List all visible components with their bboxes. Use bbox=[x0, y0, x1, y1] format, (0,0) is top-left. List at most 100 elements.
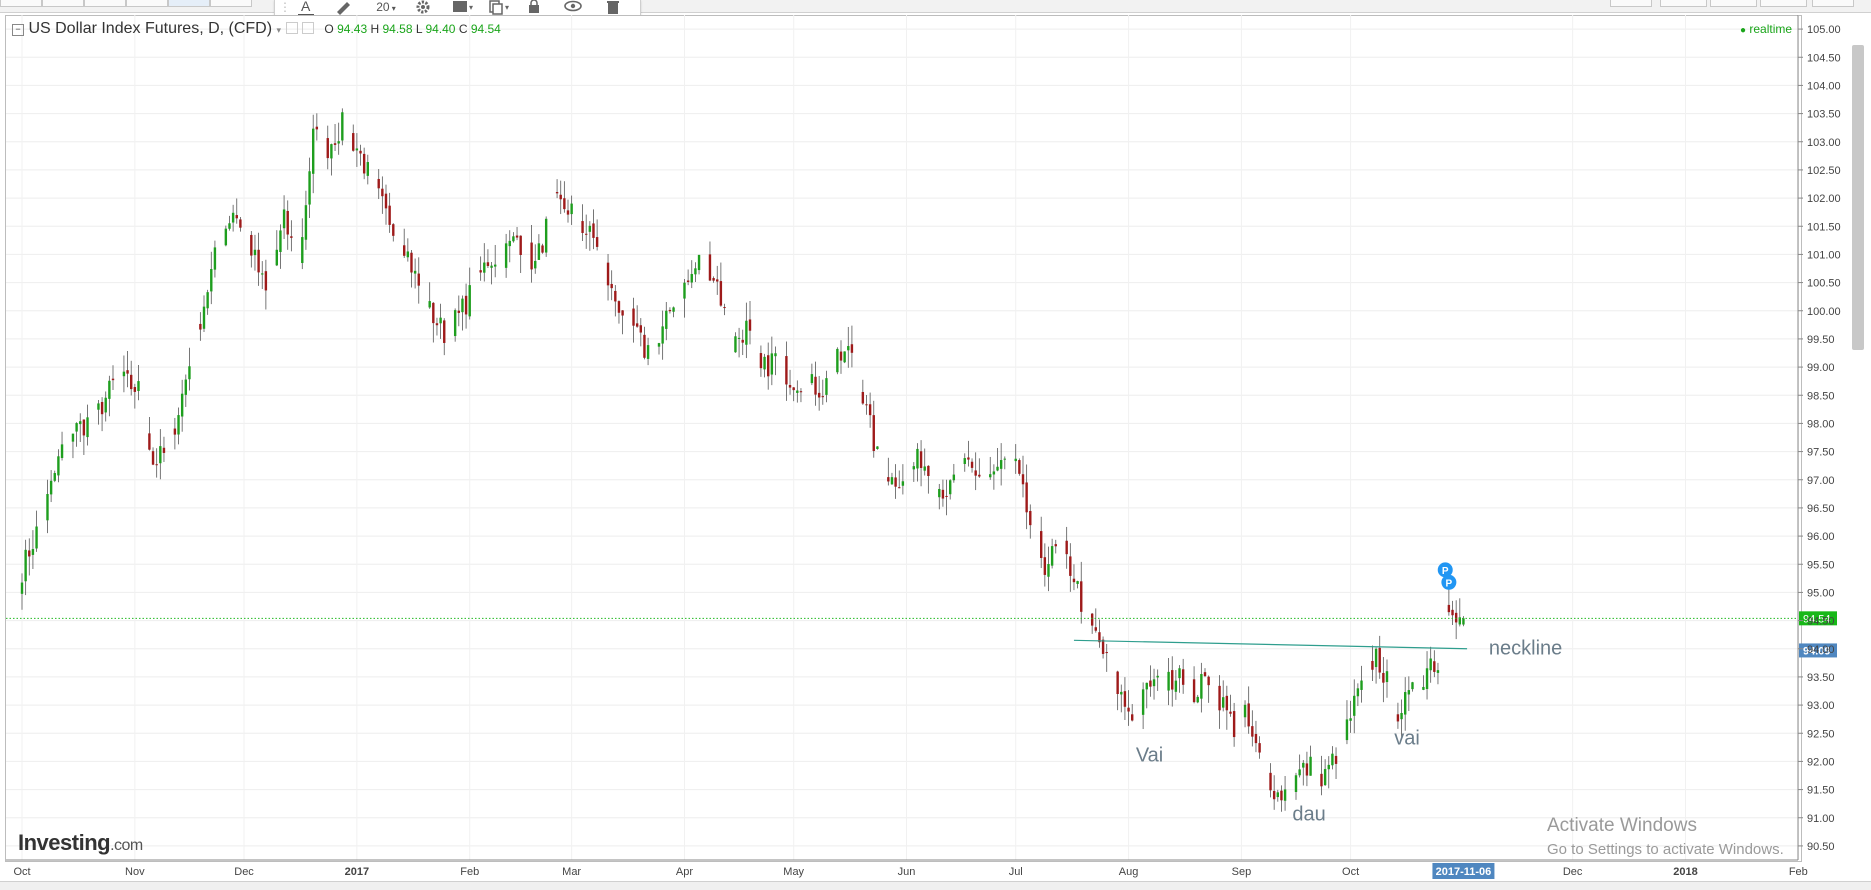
strip-tab[interactable] bbox=[1812, 0, 1854, 7]
candle-down bbox=[1454, 612, 1458, 623]
clone-icon[interactable]: ▾ bbox=[487, 0, 513, 16]
candle-up bbox=[504, 243, 508, 268]
candle-up bbox=[213, 247, 217, 270]
y-tick-label: 95.50 bbox=[1807, 559, 1835, 571]
strip-tab[interactable] bbox=[84, 0, 126, 7]
settings-box-icon[interactable] bbox=[285, 22, 298, 34]
logo-main: Investing bbox=[18, 830, 111, 855]
candle-up bbox=[1050, 546, 1054, 566]
candle-down bbox=[326, 138, 329, 159]
y-tick-label: 97.00 bbox=[1807, 475, 1835, 487]
strip-tab[interactable] bbox=[126, 0, 168, 7]
realtime-label: realtime bbox=[1749, 22, 1793, 36]
candle-up bbox=[763, 356, 766, 370]
strip-tab[interactable] bbox=[42, 0, 84, 7]
candle-up bbox=[1200, 674, 1203, 699]
candle-down bbox=[1101, 639, 1105, 654]
candle-down bbox=[1382, 672, 1385, 683]
candle-down bbox=[541, 245, 544, 253]
candle-down bbox=[898, 487, 901, 489]
candle-up bbox=[588, 225, 592, 232]
strip-tab[interactable] bbox=[1760, 0, 1807, 7]
fill-color-icon[interactable]: ▾ bbox=[451, 0, 477, 16]
candle-down bbox=[173, 428, 177, 435]
watermark-line2: Go to Settings to activate Windows. bbox=[1547, 841, 1784, 858]
y-tick-label: 101.50 bbox=[1807, 221, 1841, 233]
candle-down bbox=[967, 457, 970, 460]
candle-down bbox=[403, 245, 406, 256]
candle-down bbox=[199, 323, 202, 330]
last-price-label: 94.54 bbox=[1803, 613, 1831, 625]
close-value: 94.54 bbox=[470, 22, 501, 36]
neckline-trendline bbox=[1073, 639, 1468, 650]
candle-up bbox=[796, 390, 799, 393]
candle-up bbox=[1156, 675, 1159, 678]
annotation-dau: dau bbox=[1292, 804, 1325, 826]
candle-down bbox=[872, 415, 875, 452]
scrollbar-thumb[interactable] bbox=[1852, 45, 1864, 350]
chevron-down-icon[interactable]: ▾ bbox=[276, 25, 282, 35]
candle-up bbox=[1141, 689, 1145, 715]
candle-down bbox=[148, 433, 151, 450]
candle-up bbox=[534, 260, 537, 269]
candle-up bbox=[734, 336, 737, 353]
candle-down bbox=[767, 355, 770, 377]
candle-down bbox=[1207, 676, 1210, 686]
candle-down bbox=[384, 193, 388, 209]
candle-up bbox=[1196, 696, 1199, 703]
candle-down bbox=[1021, 474, 1025, 485]
candle-up bbox=[1407, 690, 1411, 695]
collapse-icon[interactable]: − bbox=[12, 24, 24, 36]
strip-tab-active[interactable] bbox=[168, 0, 210, 7]
candle-up bbox=[177, 415, 180, 435]
drag-handle-icon[interactable]: ⋮ bbox=[279, 0, 291, 14]
candle-up bbox=[938, 488, 941, 498]
candle-down bbox=[817, 392, 821, 398]
candle-down bbox=[362, 153, 366, 174]
lock-icon[interactable] bbox=[525, 0, 543, 16]
close-box-icon[interactable] bbox=[301, 22, 314, 34]
strip-tab[interactable] bbox=[0, 0, 42, 7]
candle-down bbox=[162, 447, 166, 453]
candle-up bbox=[1323, 769, 1327, 786]
candle-up bbox=[1360, 680, 1363, 690]
candle-down bbox=[839, 351, 843, 361]
candle-up bbox=[1425, 668, 1429, 690]
candle-down bbox=[1272, 790, 1276, 800]
y-tick-label: 96.50 bbox=[1807, 503, 1835, 515]
candle-down bbox=[432, 302, 435, 324]
candle-up bbox=[512, 236, 515, 242]
eye-icon[interactable] bbox=[563, 0, 583, 16]
candle-up bbox=[1298, 769, 1301, 776]
candle-up bbox=[912, 466, 915, 470]
annotation-vai: Vai bbox=[1136, 744, 1163, 766]
candle-up bbox=[188, 366, 191, 380]
candle-down bbox=[1029, 510, 1032, 526]
windows-activation-watermark: Activate Windows Go to Settings to activ… bbox=[1547, 815, 1784, 858]
current-date-tag bbox=[1432, 863, 1495, 879]
candle-up bbox=[890, 477, 894, 485]
font-size-select[interactable]: 20 ▾ bbox=[376, 0, 396, 14]
gear-icon[interactable] bbox=[413, 0, 433, 16]
trash-icon[interactable] bbox=[605, 0, 621, 16]
strip-tab[interactable] bbox=[210, 0, 252, 7]
candle-down bbox=[1043, 557, 1047, 575]
strip-tab[interactable] bbox=[1710, 0, 1757, 7]
candle-down bbox=[716, 279, 719, 282]
axes: 105.00 104.50 104.00 103.50 103.00 102.50 102.… bbox=[6, 15, 1841, 878]
candle-up bbox=[992, 471, 996, 475]
candle-up bbox=[996, 466, 999, 471]
candle-down bbox=[1305, 763, 1309, 776]
candle-down bbox=[352, 133, 355, 151]
strip-tab[interactable] bbox=[1660, 0, 1707, 7]
candle-up bbox=[690, 273, 693, 283]
candle-down bbox=[1149, 680, 1152, 687]
candle-down bbox=[417, 273, 420, 286]
candle-down bbox=[464, 295, 468, 315]
candle-down bbox=[1225, 695, 1229, 711]
candle-up bbox=[79, 421, 82, 425]
svg-text:▾: ▾ bbox=[505, 3, 509, 12]
candle-up bbox=[1429, 658, 1432, 671]
strip-tab[interactable] bbox=[1610, 0, 1652, 7]
